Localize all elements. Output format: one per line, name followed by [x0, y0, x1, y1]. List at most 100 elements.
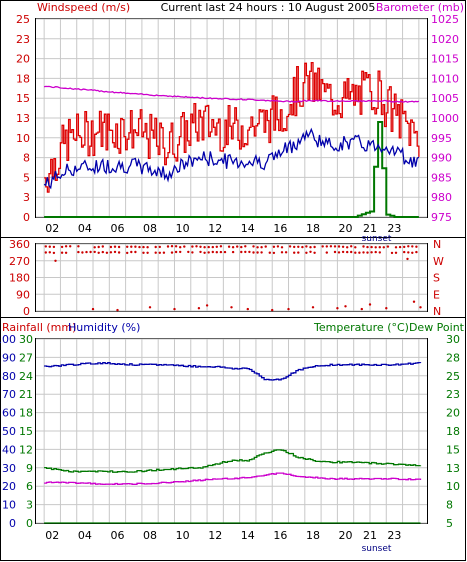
wind-direction-point — [354, 246, 357, 249]
wind-direction-point — [187, 250, 190, 254]
wind-direction-point — [366, 251, 369, 254]
wind-direction-point — [293, 245, 296, 249]
wind-direction-point — [231, 246, 235, 249]
temperature-tick-label: 8 — [446, 499, 453, 512]
wind-direction-point — [346, 246, 349, 249]
direction-compass-tick: E — [433, 288, 440, 301]
wind-direction-point — [117, 251, 121, 254]
wind-direction-point — [48, 251, 51, 254]
wind-direction-point — [390, 251, 394, 255]
rainfall-tick-label: 12 — [19, 443, 33, 456]
humidity-tick-label: 0 — [9, 517, 16, 530]
wind-direction-point — [252, 251, 255, 254]
temperature-tick-label: 5 — [446, 517, 453, 530]
wind-direction-point — [407, 245, 410, 248]
hour-tick-label: 04 — [78, 222, 92, 235]
wind-direction-point — [244, 245, 247, 248]
wind-direction-point — [207, 251, 210, 254]
wind-direction-point — [244, 250, 247, 254]
direction-degree-tick: 180 — [9, 272, 30, 285]
baro-tick-label: 975 — [431, 211, 452, 224]
wind-direction-point — [374, 246, 377, 249]
wind-direction-point — [407, 251, 410, 254]
marks-layer — [43, 61, 422, 524]
wind-direction-point — [280, 246, 284, 249]
wind-direction-point — [166, 245, 170, 248]
wind-direction-point — [309, 250, 312, 253]
wind-direction-point — [411, 245, 414, 248]
wind-direction-point — [191, 251, 194, 254]
wind-direction-point — [219, 245, 223, 248]
wind-direction-point — [321, 245, 324, 248]
rainfall-tick-label: 18 — [19, 407, 33, 420]
wind-direction-point — [394, 251, 398, 254]
humidity-tick-label: 10 — [2, 499, 16, 512]
hour-tick-label: 20 — [339, 222, 353, 235]
direction-degree-tick: 270 — [9, 255, 30, 268]
wind-direction-point — [305, 245, 308, 248]
hour-tick-label: 06 — [110, 529, 124, 542]
baro-tick-label: 985 — [431, 171, 452, 184]
direction-degree-tick: 0 — [23, 305, 30, 318]
wind-direction-point — [77, 250, 80, 254]
hour-tick-label: 16 — [273, 222, 287, 235]
wind-direction-point — [374, 250, 377, 254]
wind-direction-point — [64, 245, 68, 248]
direction-compass-tick: N — [433, 238, 441, 251]
rainfall-tick-label: 0 — [26, 517, 33, 530]
direction-degree-tick: 90 — [16, 288, 30, 301]
wind-tick-label: 15 — [16, 92, 30, 105]
temperature-axis-label: Temperature (°C)Dew Point — [313, 321, 465, 334]
direction-degree-tick: 360 — [9, 238, 30, 251]
wind-direction-point — [203, 251, 206, 254]
wind-direction-point — [148, 306, 152, 309]
humidity-tick-label: 40 — [2, 443, 16, 456]
wind-direction-point — [101, 245, 105, 248]
wind-direction-point — [362, 251, 365, 254]
hour-tick-label: 12 — [208, 222, 222, 235]
wind-direction-point — [215, 245, 218, 248]
humidity-series-line — [44, 361, 422, 381]
wind-direction-point — [276, 245, 280, 248]
wind-direction-point — [142, 251, 145, 254]
hour-tick-label: 21 — [363, 529, 377, 542]
wind-direction-point — [301, 245, 304, 249]
hour-tick-label: 18 — [306, 529, 320, 542]
wind-direction-point — [240, 245, 243, 249]
wind-direction-point — [260, 251, 263, 254]
wind-direction-point — [272, 251, 276, 255]
wind-direction-point — [246, 307, 249, 311]
wind-direction-point — [77, 245, 80, 248]
humidity-tick-label: 70 — [2, 388, 16, 401]
hour-tick-label: 12 — [208, 529, 222, 542]
wind-direction-point — [211, 245, 214, 249]
wind-direction-point — [368, 303, 372, 306]
temperature-series-line — [44, 449, 422, 473]
wind-direction-point — [256, 246, 259, 249]
wind-direction-point — [170, 245, 174, 248]
humidity-tick-label: 50 — [2, 425, 16, 438]
hour-tick-label: 20 — [339, 529, 353, 542]
wind-direction-point — [385, 307, 388, 310]
wind-direction-point — [333, 250, 337, 254]
wind-direction-point — [358, 251, 361, 254]
wind-direction-point — [344, 305, 347, 308]
wind-direction-point — [69, 245, 72, 248]
rainfall-tick-label: 3 — [26, 499, 33, 512]
wind-direction-point — [360, 307, 363, 311]
baro-tick-label: 1005 — [431, 92, 459, 105]
temperature-tick-label: 18 — [446, 425, 460, 438]
wind-direction-point — [415, 250, 418, 254]
humidity-tick-label: 90 — [2, 351, 16, 364]
wind-direction-point — [268, 251, 271, 254]
wind-direction-point — [264, 245, 267, 248]
hour-tick-label: 14 — [241, 529, 255, 542]
wind-tick-label: 20 — [16, 53, 30, 66]
wind-direction-point — [378, 251, 381, 254]
hour-tick-label: 14 — [241, 222, 255, 235]
wind-direction-point — [60, 245, 64, 249]
wind-direction-point — [370, 251, 373, 254]
wind-direction-point — [146, 251, 149, 254]
wind-tick-label: 10 — [16, 132, 30, 145]
wind-direction-point — [341, 250, 345, 254]
